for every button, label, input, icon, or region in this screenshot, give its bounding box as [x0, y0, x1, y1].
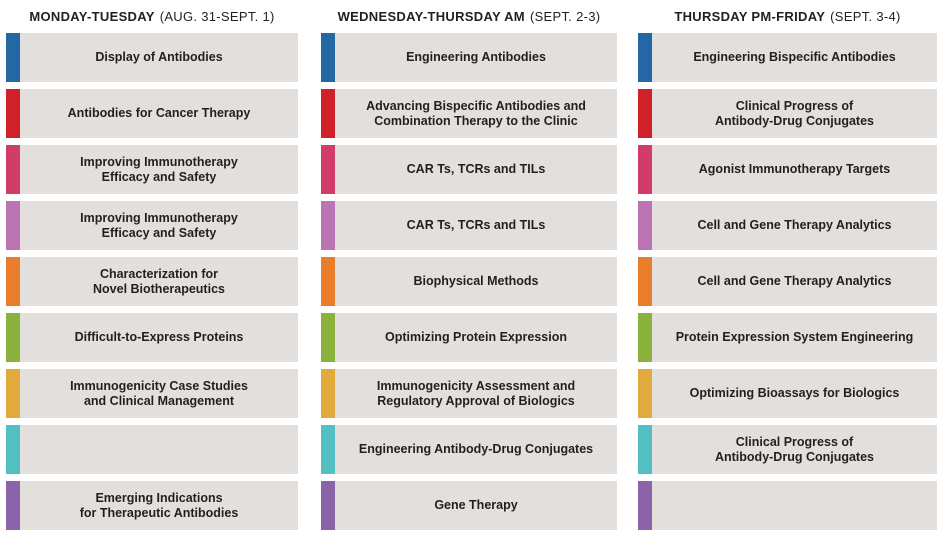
column-monday-tuesday: MONDAY-TUESDAY (AUG. 31-SEPT. 1) Display… [6, 0, 298, 537]
session-label [652, 481, 937, 530]
column-title: THURSDAY PM-FRIDAY [674, 9, 826, 24]
session-label: Display of Antibodies [20, 33, 298, 82]
session-card: Clinical Progress of Antibody-Drug Conju… [638, 425, 937, 474]
session-label: Emerging Indications for Therapeutic Ant… [20, 481, 298, 530]
session-label: Protein Expression System Engineering [652, 313, 937, 362]
session-card: Clinical Progress of Antibody-Drug Conju… [638, 89, 937, 138]
track-color-bar [6, 257, 20, 306]
track-color-bar [321, 145, 335, 194]
session-card: Difficult-to-Express Proteins [6, 313, 298, 362]
track-color-bar [6, 481, 20, 530]
session-card: Biophysical Methods [321, 257, 617, 306]
session-label: Optimizing Protein Expression [335, 313, 617, 362]
track-color-bar [6, 145, 20, 194]
track-color-bar [321, 201, 335, 250]
session-label: Clinical Progress of Antibody-Drug Conju… [652, 425, 937, 474]
track-color-bar [6, 33, 20, 82]
session-label: Engineering Antibodies [335, 33, 617, 82]
column-header: WEDNESDAY-THURSDAY AM (SEPT. 2-3) [321, 0, 617, 33]
column-header: MONDAY-TUESDAY (AUG. 31-SEPT. 1) [6, 0, 298, 33]
session-card-empty [638, 481, 937, 530]
column-thursday-pm-friday: THURSDAY PM-FRIDAY (SEPT. 3-4) Engineeri… [638, 0, 937, 537]
track-color-bar [321, 257, 335, 306]
session-label: Immunogenicity Case Studies and Clinical… [20, 369, 298, 418]
track-color-bar [638, 89, 652, 138]
track-color-bar [638, 145, 652, 194]
session-card: Immunogenicity Case Studies and Clinical… [6, 369, 298, 418]
column-wednesday-thursday-am: WEDNESDAY-THURSDAY AM (SEPT. 2-3) Engine… [321, 0, 617, 537]
session-label: Difficult-to-Express Proteins [20, 313, 298, 362]
session-card: CAR Ts, TCRs and TILs [321, 145, 617, 194]
track-color-bar [321, 369, 335, 418]
session-label: Cell and Gene Therapy Analytics [652, 201, 937, 250]
session-label: Improving Immunotherapy Efficacy and Saf… [20, 145, 298, 194]
track-color-bar [6, 425, 20, 474]
track-color-bar [6, 369, 20, 418]
session-card: Advancing Bispecific Antibodies and Comb… [321, 89, 617, 138]
session-label: Antibodies for Cancer Therapy [20, 89, 298, 138]
track-color-bar [6, 313, 20, 362]
track-color-bar [638, 257, 652, 306]
session-card: Display of Antibodies [6, 33, 298, 82]
session-label [20, 425, 298, 474]
session-card: Improving Immunotherapy Efficacy and Saf… [6, 201, 298, 250]
session-label: Advancing Bispecific Antibodies and Comb… [335, 89, 617, 138]
session-card: Optimizing Bioassays for Biologics [638, 369, 937, 418]
track-color-bar [638, 313, 652, 362]
session-label: Immunogenicity Assessment and Regulatory… [335, 369, 617, 418]
session-label: Optimizing Bioassays for Biologics [652, 369, 937, 418]
column-dates: (SEPT. 2-3) [529, 9, 601, 24]
track-color-bar [321, 425, 335, 474]
session-card: Gene Therapy [321, 481, 617, 530]
session-card: Engineering Antibodies [321, 33, 617, 82]
track-color-bar [638, 425, 652, 474]
session-label: Clinical Progress of Antibody-Drug Conju… [652, 89, 937, 138]
track-color-bar [638, 481, 652, 530]
session-label: Biophysical Methods [335, 257, 617, 306]
session-label: Gene Therapy [335, 481, 617, 530]
session-card-empty [6, 425, 298, 474]
session-label: Engineering Antibody-Drug Conjugates [335, 425, 617, 474]
session-card: Agonist Immunotherapy Targets [638, 145, 937, 194]
session-card: Optimizing Protein Expression [321, 313, 617, 362]
session-label: Improving Immunotherapy Efficacy and Saf… [20, 201, 298, 250]
session-label: CAR Ts, TCRs and TILs [335, 201, 617, 250]
column-dates: (AUG. 31-SEPT. 1) [159, 9, 275, 24]
session-label: Cell and Gene Therapy Analytics [652, 257, 937, 306]
column-header: THURSDAY PM-FRIDAY (SEPT. 3-4) [638, 0, 937, 33]
session-card: Emerging Indications for Therapeutic Ant… [6, 481, 298, 530]
session-card: CAR Ts, TCRs and TILs [321, 201, 617, 250]
track-color-bar [321, 89, 335, 138]
track-color-bar [638, 33, 652, 82]
track-color-bar [638, 201, 652, 250]
session-card: Immunogenicity Assessment and Regulatory… [321, 369, 617, 418]
track-color-bar [638, 369, 652, 418]
track-color-bar [321, 481, 335, 530]
column-title: MONDAY-TUESDAY [29, 9, 155, 24]
session-card: Characterization for Novel Biotherapeuti… [6, 257, 298, 306]
session-card: Engineering Antibody-Drug Conjugates [321, 425, 617, 474]
column-dates: (SEPT. 3-4) [830, 9, 901, 24]
track-color-bar [321, 313, 335, 362]
session-card: Protein Expression System Engineering [638, 313, 937, 362]
session-card: Cell and Gene Therapy Analytics [638, 257, 937, 306]
track-color-bar [6, 89, 20, 138]
session-label: CAR Ts, TCRs and TILs [335, 145, 617, 194]
session-card: Cell and Gene Therapy Analytics [638, 201, 937, 250]
session-card: Antibodies for Cancer Therapy [6, 89, 298, 138]
session-label: Characterization for Novel Biotherapeuti… [20, 257, 298, 306]
session-card: Improving Immunotherapy Efficacy and Saf… [6, 145, 298, 194]
track-color-bar [321, 33, 335, 82]
column-title: WEDNESDAY-THURSDAY AM [337, 9, 525, 24]
session-label: Agonist Immunotherapy Targets [652, 145, 937, 194]
session-label: Engineering Bispecific Antibodies [652, 33, 937, 82]
session-card: Engineering Bispecific Antibodies [638, 33, 937, 82]
track-color-bar [6, 201, 20, 250]
